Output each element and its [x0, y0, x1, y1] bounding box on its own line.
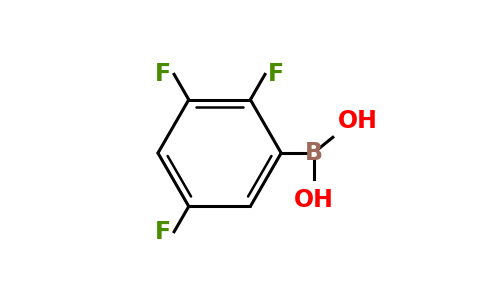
Text: B: B: [304, 141, 322, 165]
Text: F: F: [155, 220, 171, 244]
Text: F: F: [268, 62, 284, 86]
Text: OH: OH: [337, 109, 378, 133]
Text: OH: OH: [294, 188, 333, 212]
Text: F: F: [155, 62, 171, 86]
